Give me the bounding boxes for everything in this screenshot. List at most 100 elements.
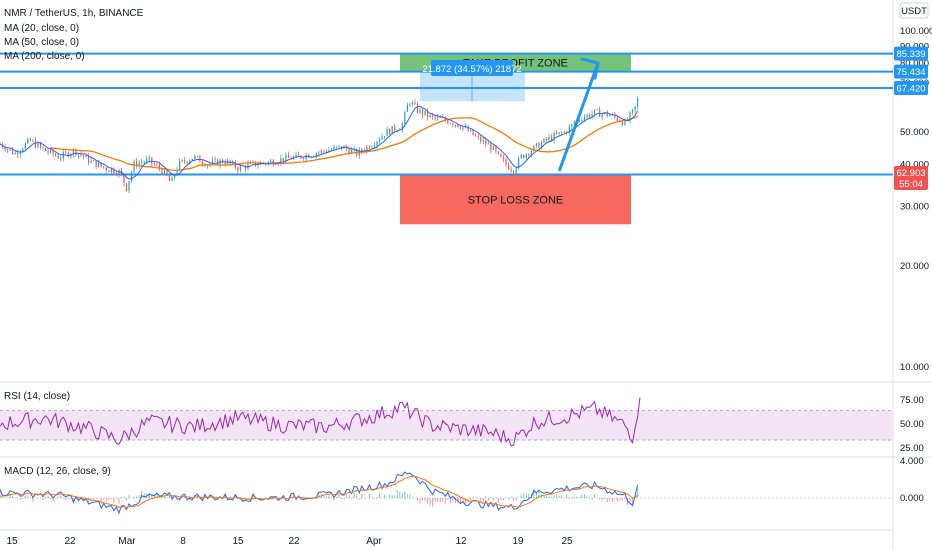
macd-hist-bar [358, 498, 360, 500]
macd-hist-bar [470, 498, 472, 500]
macd-hist-bar [252, 493, 254, 498]
candle-body [184, 160, 186, 162]
candle-body [571, 124, 573, 127]
macd-hist-bar [497, 498, 499, 504]
macd-hist-bar [637, 487, 639, 498]
macd-hist-bar [62, 498, 64, 499]
trend-arrow[interactable] [558, 61, 600, 172]
macd-hist-bar [452, 498, 454, 502]
macd-hist-bar [632, 498, 634, 506]
macd-hist-bar [151, 494, 153, 498]
macd-hist-bar [379, 492, 381, 498]
candle-body [558, 132, 560, 134]
macd-hist-bar [90, 498, 92, 501]
candle-body [295, 154, 297, 157]
time-tick: 15 [232, 536, 244, 547]
candle-body [171, 177, 173, 181]
indicator-ma200[interactable]: MA (200, close, 0) [4, 51, 85, 62]
macd-hist-bar [42, 498, 44, 501]
macd-hist-bar [520, 494, 522, 498]
candle-body [108, 170, 110, 172]
macd-hist-bar [27, 495, 29, 498]
macd-hist-bar [77, 498, 79, 502]
rsi-title[interactable]: RSI (14, close) [4, 391, 70, 402]
currency-label: USDT [901, 6, 927, 17]
candle-body [323, 150, 325, 152]
candle-body [378, 139, 381, 142]
candle-body [85, 155, 87, 157]
candle-body [44, 148, 47, 152]
candle-body [507, 164, 510, 170]
candle-body [196, 155, 198, 157]
symbol-title[interactable]: NMR / TetherUS, 1h, BINANCE [4, 8, 144, 19]
candle-body [287, 154, 290, 158]
macd-hist-bar [343, 498, 345, 500]
macd-hist-bar [166, 496, 168, 498]
macd-hist-bar [548, 496, 550, 498]
indicator-ma50[interactable]: MA (50, close, 0) [4, 37, 79, 48]
macd-hist-bar [508, 498, 510, 499]
candle-body [550, 136, 553, 141]
candle-body [368, 146, 371, 149]
candle-body [232, 161, 234, 164]
macd-title[interactable]: MACD (12, 26, close, 9) [4, 466, 111, 477]
candle-body [138, 162, 140, 167]
macd-hist-bar [50, 498, 52, 499]
macd-hist-bar [406, 494, 408, 498]
macd-hist-bar [242, 498, 244, 501]
price-tick: 50.000 [900, 127, 929, 138]
time-tick: 25 [561, 536, 573, 547]
macd-hist-bar [459, 498, 461, 505]
candle-body [37, 143, 39, 148]
time-tick: 19 [512, 536, 524, 547]
macd-hist-bar [475, 497, 477, 498]
candle-body [515, 167, 517, 174]
macd-hist-bar [341, 498, 343, 499]
stop-loss-zone[interactable] [400, 174, 631, 225]
macd-hist-bar [578, 496, 580, 498]
candle-body [492, 146, 494, 150]
candle-body [414, 102, 416, 105]
candle-body [194, 155, 196, 159]
rsi-tick-75: 75.00 [900, 395, 924, 406]
time-tick: 22 [64, 536, 76, 547]
candle-body [434, 116, 436, 118]
candle-body [452, 123, 454, 126]
candle-body [447, 120, 449, 124]
macd-hist-bar [12, 495, 14, 498]
macd-hist-bar [82, 498, 84, 501]
macd-hist-bar [619, 498, 621, 501]
macd-hist-bar [138, 495, 140, 498]
candle-body [82, 155, 85, 157]
macd-hist-bar [115, 498, 117, 500]
candle-body [437, 117, 439, 118]
candle-body [17, 152, 19, 155]
candle-body [27, 138, 29, 144]
candle-body [153, 163, 155, 165]
candle-body [583, 117, 586, 121]
macd-hist-bar [427, 498, 429, 505]
candle-body [391, 126, 393, 135]
candle-body [518, 157, 520, 168]
candle-body [267, 161, 269, 165]
macd-hist-bar [133, 496, 135, 498]
candle-body [179, 160, 181, 170]
currency-label-box[interactable] [899, 2, 929, 19]
time-axis[interactable]: 15 22 Mar 8 15 22 Apr 12 19 25 [6, 536, 573, 547]
macd-hist-bar [394, 495, 396, 498]
time-tick: 12 [455, 536, 467, 547]
candle-body [123, 175, 125, 184]
macd-hist-bar [404, 491, 406, 498]
indicator-ma20[interactable]: MA (20, close, 0) [4, 23, 79, 34]
candle-body [624, 119, 626, 126]
candle-body [528, 154, 530, 156]
macd-hist-bar [361, 494, 363, 498]
candle-body [163, 169, 166, 174]
candle-body [181, 160, 183, 161]
candle-body [60, 158, 62, 160]
candle-body [373, 145, 376, 147]
candle-body [6, 149, 9, 151]
macd-hist-bar [110, 498, 112, 500]
macd-hist-bar [17, 497, 19, 498]
